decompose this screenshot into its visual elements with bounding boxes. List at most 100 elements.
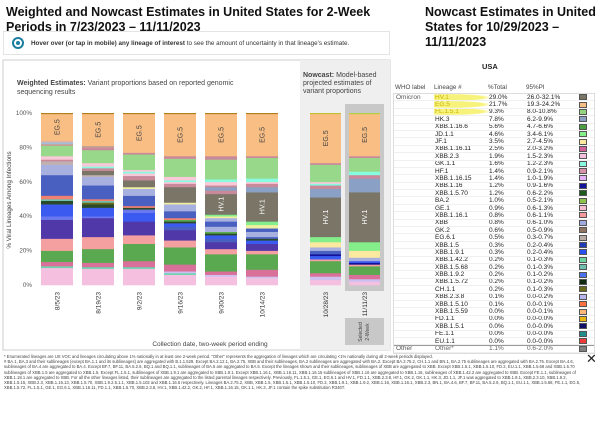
bar-segment[interactable] (349, 113, 380, 115)
bar-segment[interactable] (41, 174, 73, 196)
table-row[interactable]: XBB.1.16 1.2% 0.9-1.6% (394, 183, 594, 191)
bar-segment[interactable] (310, 183, 341, 186)
table-row[interactable]: XBB.1.16.6 5.6% 4.7-6.6% (394, 124, 594, 131)
bar-segment[interactable] (164, 226, 196, 231)
table-row[interactable]: XBB.1.9.1 0.3% 0.2-0.4% (394, 249, 594, 257)
bar-segment[interactable] (41, 204, 73, 217)
bar-segment[interactable] (123, 113, 155, 115)
table-row[interactable]: XBB.1.42.2 0.2% 0.1-0.3% (394, 257, 594, 264)
bar-segment-EG.5[interactable] (41, 113, 73, 141)
bar-segment[interactable] (164, 176, 196, 181)
bar-segment[interactable] (82, 216, 114, 219)
bar-segment[interactable] (82, 199, 114, 202)
table-row[interactable]: XBB.1.5 0.3% 0.2-0.4% (394, 242, 594, 250)
bar-segment[interactable] (164, 180, 196, 183)
bar-segment[interactable] (41, 156, 73, 160)
bar-segment[interactable] (205, 179, 237, 183)
bar-segment[interactable] (123, 221, 155, 236)
bar-segment[interactable] (205, 217, 237, 222)
bar-segment[interactable] (205, 242, 237, 250)
bar-segment[interactable] (123, 169, 155, 172)
bar-11/11/23[interactable]: HV.1 EG.5 (349, 113, 380, 286)
table-row[interactable]: GE.1 0.9% 0.6-1.3% (394, 205, 594, 213)
bar-segment[interactable] (41, 145, 73, 157)
bar-segment-EG.5[interactable] (82, 113, 114, 146)
bar-segment[interactable] (310, 113, 341, 115)
bar-segment[interactable] (41, 266, 73, 269)
bar-8/5/23[interactable]: EG.5 (41, 113, 73, 286)
bar-segment[interactable] (123, 235, 155, 245)
bar-segment[interactable] (82, 166, 114, 169)
bar-9/30/23[interactable]: HV.1 EG.5 (205, 113, 237, 286)
bar-segment-EG.5[interactable] (205, 113, 237, 157)
bar-segment[interactable] (41, 143, 73, 146)
bar-segment[interactable] (205, 113, 237, 115)
bar-segment[interactable] (164, 202, 196, 205)
bar-segment[interactable] (123, 209, 155, 214)
bar-segment[interactable] (205, 214, 237, 217)
table-row[interactable]: XBB.1.9.2 0.2% 0.1-0.2% (394, 271, 594, 279)
table-row[interactable]: XBB.1.16.1 0.8% 0.6-1.1% (394, 212, 594, 220)
bar-segment[interactable] (164, 156, 196, 159)
bar-segment[interactable] (205, 274, 237, 277)
bar-segment[interactable] (123, 152, 155, 155)
bar-segment[interactable] (246, 113, 278, 115)
bar-segment-HV.1[interactable] (349, 192, 380, 243)
bar-segment[interactable] (123, 195, 155, 207)
bar-segment[interactable] (164, 204, 196, 212)
bar-segment[interactable] (205, 233, 237, 236)
bar-segment[interactable] (41, 200, 73, 205)
table-row[interactable]: CH.1.1 0.2% 0.1-0.3% (394, 286, 594, 294)
bar-segment[interactable] (123, 173, 155, 177)
bar-segment[interactable] (349, 262, 380, 265)
bar-segment-EG.5[interactable] (246, 113, 278, 157)
bar-segment[interactable] (164, 223, 196, 227)
bar-segment[interactable] (349, 157, 380, 172)
bar-segment[interactable] (123, 188, 155, 196)
bar-segment[interactable] (205, 276, 237, 286)
table-row[interactable]: XBB.2.3.8 0.1% 0.0-0.2% (394, 294, 594, 301)
table-row[interactable]: JF.1 3.5% 2.7-4.5% (394, 138, 594, 146)
bar-segment-EG.5[interactable] (164, 113, 196, 157)
close-icon[interactable]: ✕ (586, 351, 597, 366)
bar-segment[interactable] (123, 175, 155, 181)
bar-segment[interactable] (82, 266, 114, 269)
table-row[interactable]: JD.1.1 4.6% 3.4-6.1% (394, 131, 594, 139)
bar-segment[interactable] (246, 156, 278, 159)
bar-segment[interactable] (123, 212, 155, 222)
bar-segment[interactable] (205, 216, 237, 219)
bar-segment[interactable] (205, 248, 237, 255)
bar-segment[interactable] (205, 226, 237, 232)
bar-segment[interactable] (246, 183, 278, 188)
bar-segment[interactable] (349, 156, 380, 159)
bar-segment[interactable] (82, 162, 114, 167)
table-row[interactable]: Omicron HV.1 29.0% 26.0-32.1% (394, 94, 594, 102)
bar-segment[interactable] (246, 181, 278, 184)
bar-segment[interactable] (123, 243, 155, 262)
bar-segment[interactable] (123, 266, 155, 269)
bar-segment-HV.1[interactable] (246, 192, 278, 222)
bar-segment[interactable] (349, 278, 380, 282)
bar-segment[interactable] (41, 261, 73, 267)
bar-segment[interactable] (310, 259, 341, 262)
bar-segment[interactable] (310, 188, 341, 198)
table-row[interactable]: XBB.2.3 1.9% 1.5-2.3% (394, 153, 594, 161)
bar-segment[interactable] (246, 231, 278, 238)
bar-segment[interactable] (310, 255, 341, 260)
bar-segment[interactable] (164, 113, 196, 115)
bar-segment[interactable] (310, 185, 341, 189)
table-row[interactable]: XBB.1.16.15 1.4% 1.0-1.9% (394, 175, 594, 183)
table-row[interactable]: XBB.1.5.1 0.0% 0.0-0.0% (394, 323, 594, 331)
bar-segment[interactable] (349, 178, 380, 193)
bar-segment[interactable] (164, 272, 196, 275)
bar-segment[interactable] (164, 247, 196, 265)
bar-segment[interactable] (246, 228, 278, 232)
bar-segment[interactable] (41, 267, 73, 286)
bar-segment[interactable] (349, 264, 380, 267)
bar-segment[interactable] (82, 268, 114, 286)
bar-segment[interactable] (164, 221, 196, 224)
table-row[interactable]: XBB 0.8% 0.6-1.0% (394, 220, 594, 228)
table-row[interactable]: EG.6.1 0.5% 0.3-0.7% (394, 234, 594, 242)
bar-segment[interactable] (82, 147, 114, 151)
table-row[interactable]: BA.2 1.0% 0.5-2.1% (394, 197, 594, 205)
